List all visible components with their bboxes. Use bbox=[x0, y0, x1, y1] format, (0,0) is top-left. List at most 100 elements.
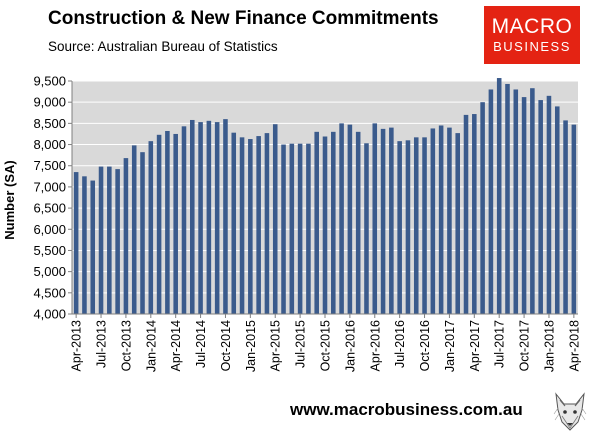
bar-feb-2015 bbox=[256, 136, 261, 314]
bar-aug-2017 bbox=[505, 83, 510, 314]
bar-jun-2016 bbox=[389, 127, 394, 314]
y-tick-label: 4,500 bbox=[33, 285, 66, 300]
bar-mar-2016 bbox=[364, 143, 369, 314]
bars bbox=[73, 78, 577, 315]
bar-sep-2013 bbox=[115, 169, 120, 314]
bar-apr-2015 bbox=[272, 124, 278, 314]
bar-sep-2015 bbox=[314, 131, 319, 314]
y-tick-label: 8,500 bbox=[33, 116, 66, 131]
bar-may-2015 bbox=[281, 144, 286, 314]
x-tick-label: Jan-2016 bbox=[343, 320, 357, 372]
x-tick-label: Oct-2014 bbox=[219, 320, 233, 371]
bar-aug-2014 bbox=[206, 120, 212, 315]
bar-aug-2016 bbox=[405, 140, 411, 314]
bar-feb-2017 bbox=[455, 133, 461, 314]
bar-dec-2015 bbox=[339, 123, 344, 314]
bar-jan-2018 bbox=[546, 95, 552, 314]
y-tick-label: 8,000 bbox=[33, 137, 66, 152]
y-tick-label: 6,500 bbox=[33, 201, 66, 216]
bar-apr-2016 bbox=[372, 123, 378, 314]
bar-mar-2015 bbox=[264, 133, 270, 314]
x-tick-label: Apr-2014 bbox=[169, 320, 183, 371]
bar-mar-2017 bbox=[463, 114, 469, 315]
bar-oct-2015 bbox=[322, 136, 328, 314]
bar-dec-2017 bbox=[538, 100, 543, 315]
chart-source: Source: Australian Bureau of Statistics bbox=[48, 39, 278, 54]
y-tick-label: 6,000 bbox=[33, 222, 66, 237]
bar-oct-2017 bbox=[521, 97, 527, 315]
bar-feb-2014 bbox=[156, 134, 162, 314]
x-tick-label: Jul-2016 bbox=[393, 320, 407, 368]
chart-title: Construction & New Finance Commitments bbox=[48, 8, 439, 29]
logo-line-macro: MACRO bbox=[491, 15, 573, 38]
bar-mar-2014 bbox=[165, 130, 170, 314]
x-tick-label: Apr-2016 bbox=[368, 320, 382, 371]
bar-apr-2017 bbox=[472, 114, 477, 314]
bar-jul-2014 bbox=[198, 122, 203, 314]
bar-jun-2017 bbox=[488, 89, 494, 315]
bar-mar-2018 bbox=[563, 120, 568, 314]
bar-nov-2016 bbox=[430, 128, 436, 314]
bar-jul-2013 bbox=[98, 166, 104, 314]
x-tick-label: Oct-2015 bbox=[319, 320, 333, 371]
bar-jan-2015 bbox=[248, 139, 253, 314]
y-axis-ticks: 4,000 4,500 5,000 5,500 6,000 6,500 7,000 7,500… bbox=[33, 74, 72, 322]
bar-feb-2016 bbox=[355, 131, 361, 314]
bar-apr-2018 bbox=[571, 124, 577, 314]
x-tick-label: Oct-2016 bbox=[418, 320, 432, 371]
bar-apr-2014 bbox=[173, 133, 178, 314]
y-tick-label: 9,000 bbox=[33, 95, 66, 110]
x-tick-label: Apr-2018 bbox=[567, 320, 581, 371]
x-axis-ticks: Apr-2013 Jul-2013 Oct-2013 Jan-2014 Apr-2014… bbox=[70, 314, 581, 372]
bar-dec-2014 bbox=[239, 137, 245, 314]
bar-sep-2016 bbox=[413, 137, 419, 314]
x-tick-label: Jan-2015 bbox=[244, 320, 258, 372]
bar-jul-2017 bbox=[496, 78, 502, 314]
x-tick-label: Jul-2014 bbox=[194, 320, 208, 368]
bar-nov-2015 bbox=[331, 131, 336, 314]
y-tick-label: 4,000 bbox=[33, 307, 66, 322]
bar-aug-2013 bbox=[107, 166, 112, 314]
bar-apr-2013 bbox=[73, 172, 79, 314]
bar-jun-2015 bbox=[289, 143, 295, 314]
bar-may-2013 bbox=[82, 176, 87, 314]
x-tick-label: Jan-2014 bbox=[144, 320, 158, 372]
y-tick-label: 5,500 bbox=[33, 243, 66, 258]
y-tick-label: 7,000 bbox=[33, 179, 66, 194]
x-tick-label: Jul-2015 bbox=[294, 320, 308, 368]
bar-feb-2018 bbox=[554, 106, 560, 314]
bar-sep-2014 bbox=[214, 122, 220, 314]
bar-jan-2017 bbox=[447, 127, 452, 314]
bar-jan-2016 bbox=[347, 124, 353, 314]
macrobusiness-logo: MACRO BUSINESS bbox=[484, 6, 580, 64]
y-tick-label: 5,000 bbox=[33, 264, 66, 279]
bar-sep-2017 bbox=[513, 89, 519, 315]
bar-jul-2016 bbox=[397, 141, 402, 314]
bar-may-2014 bbox=[181, 126, 187, 314]
bar-oct-2014 bbox=[223, 119, 228, 314]
footer-url: www.macrobusiness.com.au bbox=[290, 400, 523, 419]
x-tick-label: Apr-2015 bbox=[269, 320, 283, 371]
bar-jun-2013 bbox=[90, 180, 96, 314]
x-tick-label: Jan-2018 bbox=[542, 320, 556, 372]
bar-dec-2016 bbox=[438, 125, 444, 315]
bar-nov-2017 bbox=[530, 88, 535, 315]
bar-may-2017 bbox=[480, 102, 485, 314]
bar-oct-2013 bbox=[123, 158, 129, 314]
x-tick-label: Jul-2013 bbox=[95, 320, 109, 368]
bar-jun-2014 bbox=[189, 119, 195, 314]
y-tick-label: 7,500 bbox=[33, 158, 66, 173]
x-tick-label: Apr-2013 bbox=[70, 320, 84, 371]
bar-oct-2016 bbox=[422, 137, 427, 314]
fox-mascot-icon bbox=[553, 392, 587, 431]
bar-aug-2015 bbox=[306, 143, 311, 314]
bar-jan-2014 bbox=[148, 141, 154, 314]
y-axis-label: Number (SA) bbox=[2, 160, 17, 239]
logo-line-business: BUSINESS bbox=[493, 39, 571, 54]
x-tick-label: Oct-2013 bbox=[119, 320, 133, 371]
x-tick-label: Jan-2017 bbox=[443, 320, 457, 372]
bar-nov-2013 bbox=[131, 145, 137, 314]
bar-may-2016 bbox=[380, 128, 386, 314]
x-tick-label: Apr-2017 bbox=[468, 320, 482, 371]
bar-dec-2013 bbox=[140, 152, 145, 314]
